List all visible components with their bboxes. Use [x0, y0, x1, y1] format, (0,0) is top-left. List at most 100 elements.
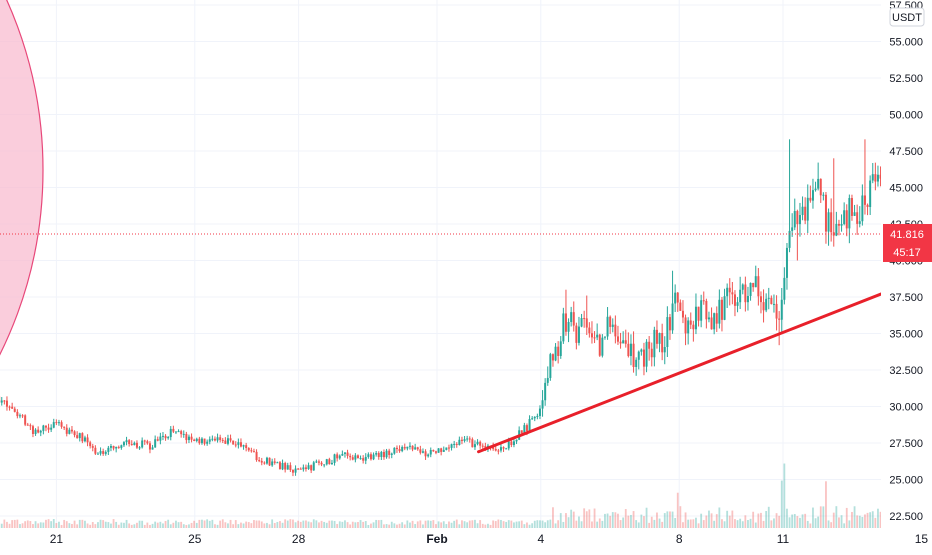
volume-bar — [341, 522, 343, 528]
volume-bar — [620, 520, 622, 528]
candle-body — [734, 294, 736, 305]
volume-bar — [159, 522, 161, 528]
volume-bar — [846, 508, 848, 528]
volume-bar — [29, 521, 31, 528]
candle-body — [55, 422, 57, 423]
volume-bar — [430, 521, 432, 528]
volume-bar — [313, 519, 315, 528]
volume-bar — [271, 519, 273, 528]
candle-body — [339, 456, 341, 459]
candle-body — [271, 461, 273, 465]
volume-bar — [796, 516, 798, 528]
candle-body — [612, 325, 614, 327]
volume-bar — [581, 521, 583, 528]
volume-bar — [219, 521, 221, 528]
candle-body — [768, 298, 770, 299]
volume-bar — [305, 520, 307, 528]
candle-body — [35, 430, 37, 434]
candle-body — [302, 467, 304, 469]
candle-body — [367, 454, 369, 457]
y-tick-label: 50.000 — [889, 110, 923, 122]
candle-body — [544, 383, 546, 400]
candle-body — [583, 318, 585, 319]
volume-bar — [669, 511, 671, 528]
candle-body — [344, 453, 346, 454]
volume-bar — [646, 508, 648, 528]
candle-body — [451, 444, 453, 448]
volume-bar — [497, 520, 499, 528]
volume-bar — [731, 511, 733, 528]
volume-bar — [648, 523, 650, 528]
volume-bar — [435, 524, 437, 528]
volume-bar — [427, 520, 429, 528]
candle-body — [627, 344, 629, 356]
currency-label: USDT — [892, 12, 922, 24]
volume-bar — [861, 517, 863, 528]
candle-body — [123, 442, 125, 445]
candle-body — [193, 440, 195, 441]
candle-body — [651, 349, 653, 358]
volume-bar — [292, 520, 294, 528]
candle-body — [843, 210, 845, 224]
candle-body — [282, 463, 284, 469]
volume-bar — [841, 515, 843, 528]
candle-body — [482, 446, 484, 447]
candle-body — [352, 457, 354, 459]
candle-body — [141, 441, 143, 448]
candle-body — [162, 436, 164, 437]
volume-bar — [422, 524, 424, 528]
volume-bar — [599, 518, 601, 528]
volume-bar — [877, 509, 879, 528]
volume-bar — [666, 511, 668, 528]
volume-bar — [401, 522, 403, 528]
volume-bar — [633, 511, 635, 528]
volume-bar — [214, 524, 216, 528]
candle-body — [365, 457, 367, 461]
volume-bar — [622, 518, 624, 528]
volume-bar — [466, 522, 468, 528]
volume-bar — [61, 525, 63, 528]
volume-bar — [37, 523, 39, 528]
volume-bar — [635, 520, 637, 528]
candle-body — [427, 455, 429, 457]
volume-bar — [687, 520, 689, 528]
candle-body — [248, 448, 250, 450]
time-axis[interactable]: 18212528Feb48111518 — [0, 528, 932, 550]
circle-drawing[interactable] — [0, 0, 43, 550]
candle-body — [539, 409, 541, 416]
candle-body — [120, 445, 122, 448]
volume-bar — [230, 520, 232, 528]
x-tick-label: 4 — [537, 532, 544, 546]
volume-bar — [536, 520, 538, 528]
volume-bar — [180, 522, 182, 528]
y-tick-label: 52.500 — [889, 73, 923, 85]
candle-body — [71, 430, 73, 432]
candle-body — [674, 293, 676, 304]
trendline-drawing[interactable] — [479, 224, 932, 452]
candle-body — [11, 407, 13, 409]
volume-bar — [807, 521, 809, 528]
volume-bar — [331, 521, 333, 528]
volume-bar — [240, 523, 242, 528]
volume-bar — [776, 513, 778, 528]
volume-bar — [752, 512, 754, 528]
volume-bar — [588, 509, 590, 528]
x-tick-label: 11 — [777, 532, 790, 546]
volume-bar — [302, 521, 304, 528]
volume-bar — [482, 524, 484, 528]
candle-body — [76, 435, 78, 438]
candle-body — [794, 211, 796, 227]
candle-body — [131, 444, 133, 445]
candle-body — [765, 299, 767, 310]
volume-bar — [318, 522, 320, 528]
candle-body — [172, 429, 174, 432]
currency-badge[interactable]: USDT — [890, 8, 924, 26]
candle-body — [737, 302, 739, 306]
volume-bar — [282, 523, 284, 528]
candle-body — [37, 430, 39, 433]
candle-body — [698, 307, 700, 321]
price-axis[interactable]: 57.50055.00052.50050.00047.50045.00042.5… — [881, 0, 932, 528]
volume-bar — [607, 513, 609, 528]
